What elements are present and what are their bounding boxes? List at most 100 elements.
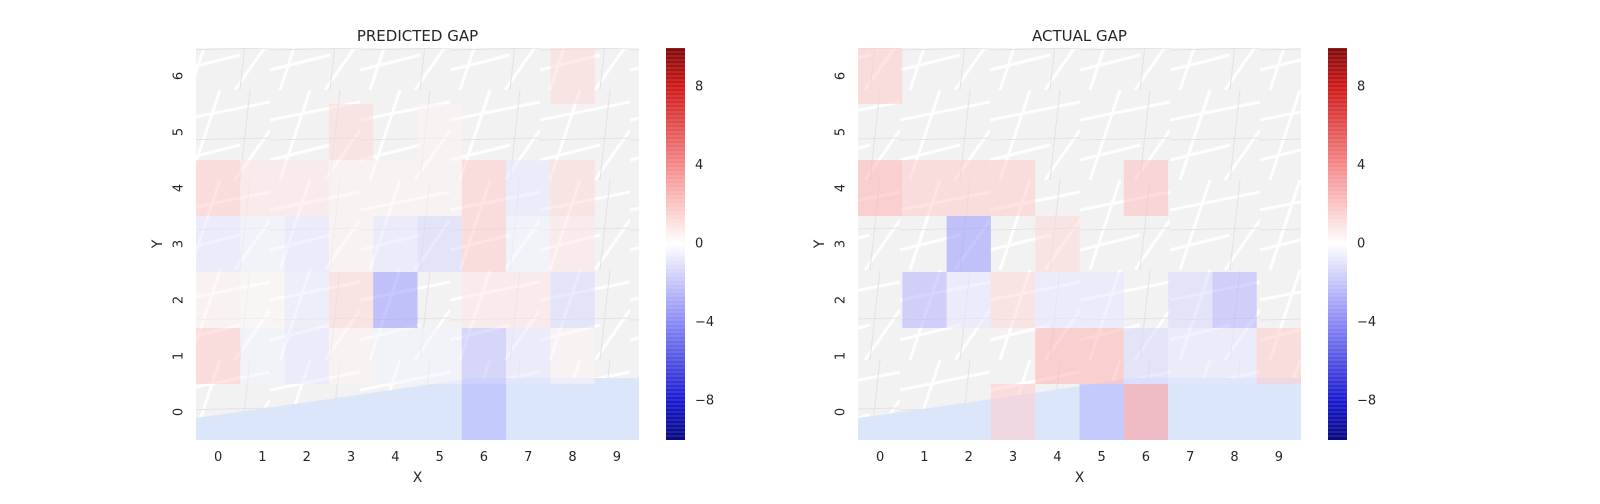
y-tick-label: 1: [172, 352, 187, 360]
x-tick-label: 3: [347, 450, 355, 465]
heatmap-cell-x5-y1: [417, 328, 462, 384]
heatmap-cell-x2-y3: [284, 216, 329, 272]
heatmap-cell-x2-y1: [284, 328, 329, 384]
heatmap-cell-x8-y2: [550, 272, 595, 328]
heatmap-cell-x3-y0: [990, 384, 1036, 440]
heatmap-cell-x7-y1: [506, 328, 551, 384]
y-tick-label: 3: [172, 240, 187, 248]
colorbar: [666, 48, 685, 440]
y-tick-label: 0: [172, 408, 187, 416]
heatmap-cell-x7-y2: [506, 272, 551, 328]
x-tick-label: 5: [436, 450, 444, 465]
y-axis-label: Y: [812, 239, 828, 249]
heatmap-cell-x6-y1: [461, 328, 507, 384]
y-tick-label: 1: [834, 352, 849, 360]
y-axis-label: Y: [150, 239, 166, 249]
heatmap-cell-x1-y2: [902, 272, 947, 328]
colorbar-tick-label: 0: [1357, 237, 1365, 252]
heatmap-cell-x8-y1: [1212, 328, 1257, 384]
heatmap-cell-x2-y3: [946, 216, 991, 272]
y-tick-label: 4: [172, 184, 187, 192]
heatmap-cell-x1-y3: [240, 216, 285, 272]
heatmap-cell-x4-y3: [373, 216, 418, 272]
x-tick-label: 0: [214, 450, 222, 465]
heatmap-cell-x3-y5: [328, 104, 374, 160]
x-tick-label: 4: [1053, 450, 1061, 465]
colorbar-tick-label: 4: [695, 158, 703, 173]
heatmap-cell-x3-y2: [328, 272, 374, 328]
heatmap-cell-x5-y1: [1079, 328, 1124, 384]
heatmap-cell-x8-y2: [1212, 272, 1257, 328]
colorbar-tick-label: −8: [1357, 393, 1376, 408]
heatmap-cell-x3-y1: [328, 328, 374, 384]
x-axis-label: X: [1075, 470, 1085, 486]
heatmap-cell-x7-y1: [1168, 328, 1213, 384]
map-river: [196, 378, 639, 440]
chart-title: ACTUAL GAP: [1032, 27, 1127, 45]
heatmap-cell-x8-y4: [550, 160, 595, 216]
y-tick-label: 3: [834, 240, 849, 248]
heatmap-cell-x1-y4: [902, 160, 947, 216]
heatmap-cell-x4-y1: [1035, 328, 1080, 384]
y-tick-label: 6: [172, 72, 187, 80]
heatmap-cell-x5-y0: [1079, 384, 1124, 440]
x-tick-label: 6: [480, 450, 488, 465]
heatmap-cell-x2-y4: [946, 160, 991, 216]
x-tick-label: 8: [1230, 450, 1238, 465]
x-tick-label: 7: [524, 450, 532, 465]
heatmap-cell-x6-y0: [461, 384, 507, 440]
y-tick-label: 5: [172, 128, 187, 136]
heatmap-cell-x3-y3: [328, 216, 374, 272]
heatmap-cell-x4-y3: [1035, 216, 1080, 272]
heatmap-panel-1: ACTUAL GAP 0 1 2 3 4 5 6 7 8 9 X 0 1 2 3 4 5 6 Y −8 −4 0 4 8: [812, 27, 1376, 486]
heatmap-cell-x4-y2: [1035, 272, 1080, 328]
x-tick-label: 1: [258, 450, 266, 465]
y-tick-label: 2: [834, 296, 849, 304]
heatmap-cell-x5-y2: [1079, 272, 1124, 328]
heatmap-cell-x6-y4: [461, 160, 507, 216]
x-tick-label: 7: [1186, 450, 1194, 465]
x-tick-label: 3: [1009, 450, 1017, 465]
x-tick-label: 4: [391, 450, 399, 465]
colorbar-tick-label: −8: [695, 393, 714, 408]
heatmap-cell-x6-y2: [461, 272, 507, 328]
heatmap-cell-x4-y1: [373, 328, 418, 384]
heatmap-cell-x0-y4: [858, 160, 903, 216]
y-tick-label: 0: [834, 408, 849, 416]
y-tick-label: 4: [834, 184, 849, 192]
heatmap-cell-x0-y4: [196, 160, 241, 216]
heatmap-cell-x2-y2: [946, 272, 991, 328]
heatmap-cell-x5-y3: [417, 216, 462, 272]
heatmap-cell-x1-y1: [240, 328, 285, 384]
colorbar-tick-label: −4: [695, 315, 714, 330]
heatmap-cell-x1-y2: [240, 272, 285, 328]
heatmap-cell-x2-y4: [284, 160, 329, 216]
x-tick-label: 0: [876, 450, 884, 465]
x-axis-label: X: [413, 470, 423, 486]
heatmap-cell-x8-y3: [550, 216, 595, 272]
heatmap-cell-x6-y4: [1123, 160, 1169, 216]
heatmap-cell-x8-y6: [550, 48, 595, 104]
heatmap-cell-x2-y2: [284, 272, 329, 328]
colorbar-tick-label: 8: [695, 80, 703, 95]
heatmap-cell-x1-y4: [240, 160, 285, 216]
heatmap-cell-x0-y3: [196, 216, 241, 272]
y-tick-label: 5: [834, 128, 849, 136]
heatmap-cell-x0-y1: [196, 328, 241, 384]
colorbar-tick-label: 4: [1357, 158, 1365, 173]
heatmap-cell-x3-y2: [990, 272, 1036, 328]
heatmap-cell-x6-y1: [1123, 328, 1169, 384]
heatmap-cell-x7-y4: [506, 160, 551, 216]
y-tick-label: 2: [172, 296, 187, 304]
x-tick-label: 6: [1142, 450, 1150, 465]
colorbar-tick-label: 8: [1357, 80, 1365, 95]
heatmap-cell-x8-y1: [550, 328, 595, 384]
heatmap-cell-x3-y4: [328, 160, 374, 216]
heatmap-cell-x5-y4: [417, 160, 462, 216]
x-tick-label: 8: [568, 450, 576, 465]
heatmap-cell-x3-y4: [990, 160, 1036, 216]
x-tick-label: 2: [303, 450, 311, 465]
heatmap-cell-x6-y0: [1123, 384, 1169, 440]
